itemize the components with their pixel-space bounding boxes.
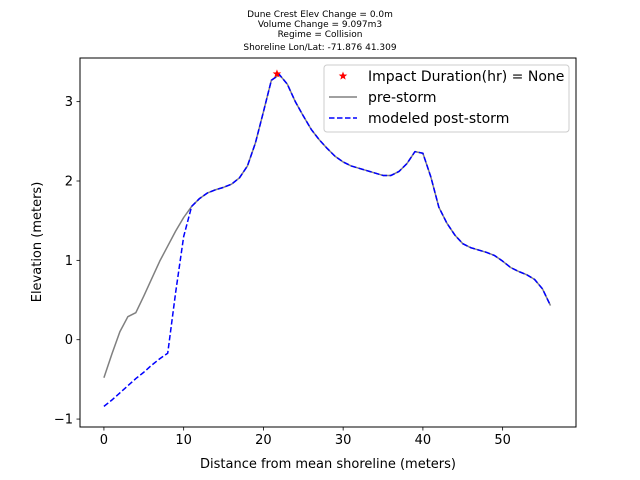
plot-markers (272, 69, 282, 78)
y-tick-label: 0 (65, 333, 73, 348)
x-tick-label: 50 (494, 433, 511, 448)
x-axis-label: Distance from mean shoreline (meters) (200, 457, 456, 472)
title-line-1: Dune Crest Elev Change = 0.0m (247, 10, 393, 20)
legend-label-pre-storm: pre-storm (368, 90, 437, 106)
y-tick-label: 2 (65, 175, 73, 190)
title-line-3: Regime = Collision (278, 30, 363, 40)
x-tick-label: 40 (415, 433, 432, 448)
legend-label-post-storm: modeled post-storm (368, 111, 509, 127)
legend-star-icon (338, 71, 348, 80)
x-axis: 0 10 20 30 40 50 (100, 427, 511, 448)
legend-label-impact: Impact Duration(hr) = None (368, 69, 564, 85)
chart-title: Dune Crest Elev Change = 0.0m Volume Cha… (243, 10, 396, 53)
series-line-post-storm (103, 73, 552, 407)
x-tick-label: 30 (335, 433, 352, 448)
x-tick-label: 20 (255, 433, 272, 448)
title-line-4: Shoreline Lon/Lat: -71.876 41.309 (243, 43, 396, 53)
y-tick-label: 3 (65, 95, 73, 110)
impact-marker (272, 69, 282, 78)
x-tick-label: 0 (100, 433, 108, 448)
legend: Impact Duration(hr) = None pre-storm mod… (323, 64, 570, 133)
title-line-2: Volume Change = 9.097m3 (258, 20, 382, 30)
y-tick-label: −1 (54, 413, 73, 428)
legend-swatch-impact (338, 71, 348, 80)
legend-frame (323, 64, 570, 133)
plot-area-frame (79, 57, 577, 428)
y-tick-label: 1 (65, 254, 73, 269)
y-axis-label: Elevation (meters) (30, 182, 45, 303)
plot-lines (103, 73, 552, 407)
y-axis: −1 0 1 2 3 (54, 95, 80, 428)
x-tick-label: 10 (175, 433, 192, 448)
